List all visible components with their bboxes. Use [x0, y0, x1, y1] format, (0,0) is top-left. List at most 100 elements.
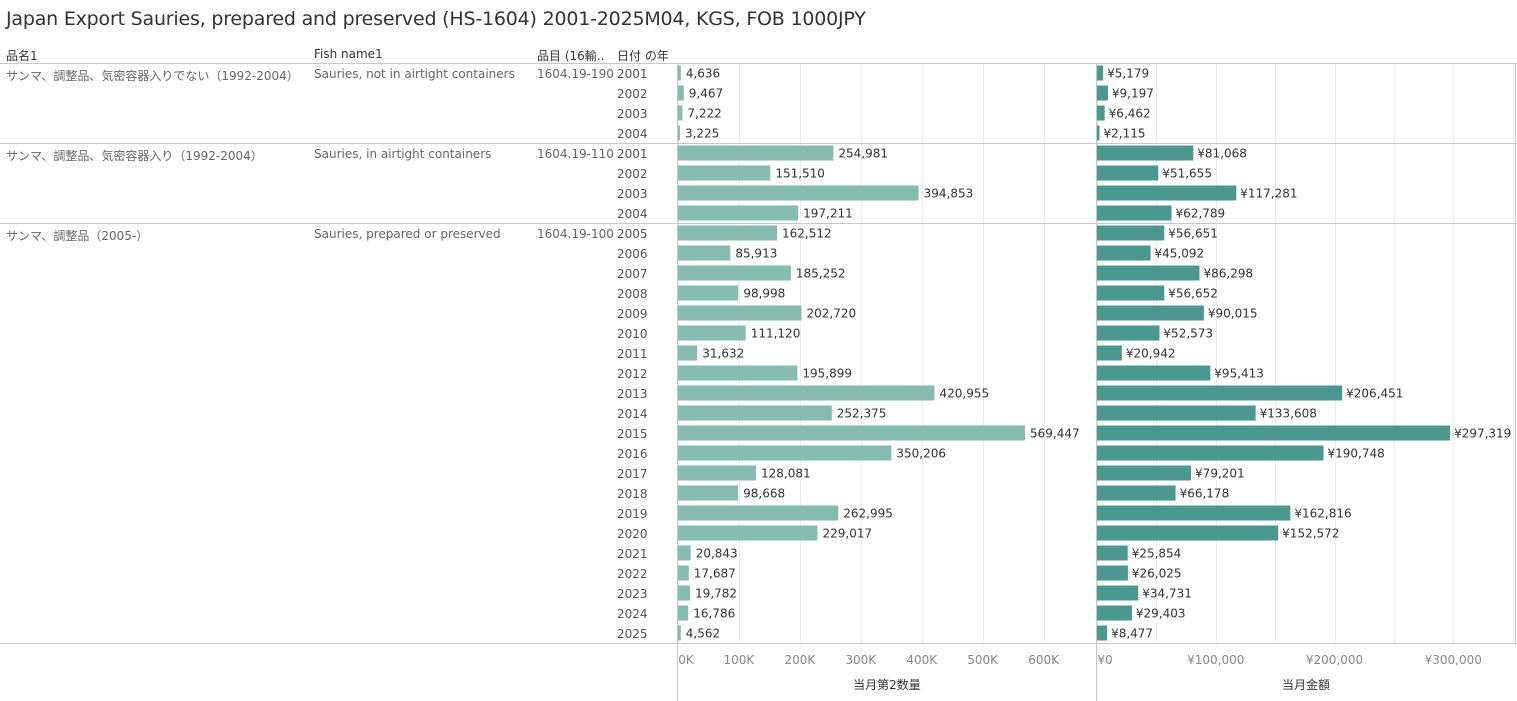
qty-bar-label: 350,206 [896, 447, 946, 461]
qty-bar-label: 17,687 [694, 567, 736, 581]
value-bar [1097, 105, 1105, 121]
qty-axis-tick-label: 100K [724, 653, 756, 667]
qty-bar [678, 305, 802, 321]
value-bar-label: ¥25,854 [1132, 547, 1182, 561]
qty-bar [678, 205, 799, 221]
value-bar-label: ¥2,115 [1104, 127, 1146, 141]
qty-bar-label: 162,512 [782, 227, 832, 241]
value-bar-label: ¥95,413 [1214, 367, 1264, 381]
value-bar-label: ¥56,651 [1168, 227, 1218, 241]
qty-bar [678, 345, 698, 361]
value-bar-label: ¥29,403 [1136, 607, 1186, 621]
qty-bar-label: 202,720 [807, 307, 857, 321]
qty-bar-label: 31,632 [702, 347, 744, 361]
value-bar [1097, 125, 1100, 141]
value-bar [1097, 65, 1104, 81]
year-label: 2016 [617, 447, 648, 461]
year-label: 2012 [617, 367, 648, 381]
qty-bar [678, 485, 739, 501]
year-label: 2023 [617, 587, 648, 601]
qty-bar [678, 145, 834, 161]
qty-bar-label: 197,211 [803, 207, 853, 221]
value-bar [1097, 245, 1151, 261]
group-fish-name: Sauries, not in airtight containers [314, 67, 515, 81]
year-label: 2001 [617, 67, 648, 81]
group-code: 1604.19-100 [537, 227, 614, 241]
value-bar-label: ¥206,451 [1346, 387, 1403, 401]
value-bar [1097, 85, 1108, 101]
value-bar-label: ¥20,942 [1126, 347, 1176, 361]
value-bar-label: ¥162,816 [1294, 507, 1351, 521]
header-name-jp: 品名1 [6, 49, 38, 63]
qty-bar [678, 605, 689, 621]
group-code: 1604.19-190 [537, 67, 614, 81]
value-bar [1097, 545, 1128, 561]
value-bar-label: ¥9,197 [1112, 87, 1154, 101]
qty-bar [678, 625, 681, 641]
value-bar-label: ¥6,462 [1109, 107, 1151, 121]
value-bar [1097, 465, 1192, 481]
qty-bar [678, 565, 689, 581]
qty-bar [678, 585, 691, 601]
value-bar-label: ¥297,319 [1454, 427, 1511, 441]
value-bar-label: ¥5,179 [1107, 67, 1149, 81]
qty-bar-label: 98,668 [743, 487, 785, 501]
year-label: 2013 [617, 387, 648, 401]
qty-bar-label: 195,899 [802, 367, 852, 381]
value-bar-label: ¥190,748 [1328, 447, 1385, 461]
qty-bar-label: 7,222 [687, 107, 721, 121]
value-bar-label: ¥52,573 [1163, 327, 1213, 341]
group-name-jp: サンマ、調整品、気密容器入り（1992-2004） [6, 149, 263, 163]
qty-bar-label: 9,467 [689, 87, 723, 101]
value-bar-label: ¥86,298 [1203, 267, 1253, 281]
qty-bar [678, 185, 919, 201]
value-bar [1097, 425, 1451, 441]
value-bar-label: ¥8,477 [1111, 627, 1153, 641]
year-label: 2024 [617, 607, 648, 621]
qty-axis-tick-label: 300K [845, 653, 877, 667]
qty-bar [678, 245, 731, 261]
year-label: 2008 [617, 287, 648, 301]
year-label: 2002 [617, 87, 648, 101]
qty-bar-label: 98,998 [743, 287, 785, 301]
year-label: 2001 [617, 147, 648, 161]
value-bar [1097, 345, 1122, 361]
qty-bar-label: 4,562 [686, 627, 720, 641]
value-bar [1097, 305, 1204, 321]
qty-bar [678, 385, 935, 401]
qty-bar [678, 505, 839, 521]
qty-axis-title: 当月第2数量 [853, 677, 921, 692]
year-label: 2010 [617, 327, 648, 341]
value-bar [1097, 325, 1160, 341]
value-bar-label: ¥133,608 [1260, 407, 1317, 421]
chart-title: Japan Export Sauries, prepared and prese… [6, 8, 866, 30]
group-fish-name: Sauries, prepared or preserved [314, 227, 501, 241]
year-label: 2011 [617, 347, 648, 361]
value-bar [1097, 445, 1324, 461]
year-label: 2003 [617, 187, 648, 201]
year-label: 2017 [617, 467, 648, 481]
value-bar [1097, 505, 1291, 521]
value-bar-label: ¥66,178 [1180, 487, 1230, 501]
qty-bar-label: 229,017 [823, 527, 873, 541]
year-label: 2021 [617, 547, 648, 561]
year-label: 2018 [617, 487, 648, 501]
year-label: 2004 [617, 127, 648, 141]
qty-bar-label: 262,995 [843, 507, 893, 521]
year-label: 2006 [617, 247, 648, 261]
value-bar [1097, 225, 1165, 241]
year-label: 2004 [617, 207, 648, 221]
qty-bar-label: 16,786 [693, 607, 735, 621]
value-bar [1097, 365, 1211, 381]
qty-bar-label: 111,120 [751, 327, 801, 341]
qty-bar [678, 105, 683, 121]
year-label: 2015 [617, 427, 648, 441]
value-bar-label: ¥81,068 [1197, 147, 1247, 161]
value-bar-label: ¥45,092 [1155, 247, 1205, 261]
value-bar [1097, 405, 1256, 421]
value-axis-tick-label: ¥200,000 [1306, 653, 1363, 667]
group-fish-name: Sauries, in airtight containers [314, 147, 492, 161]
qty-bar-label: 19,782 [695, 587, 737, 601]
qty-axis-tick-label: 0K [678, 653, 695, 667]
qty-bar [678, 85, 684, 101]
